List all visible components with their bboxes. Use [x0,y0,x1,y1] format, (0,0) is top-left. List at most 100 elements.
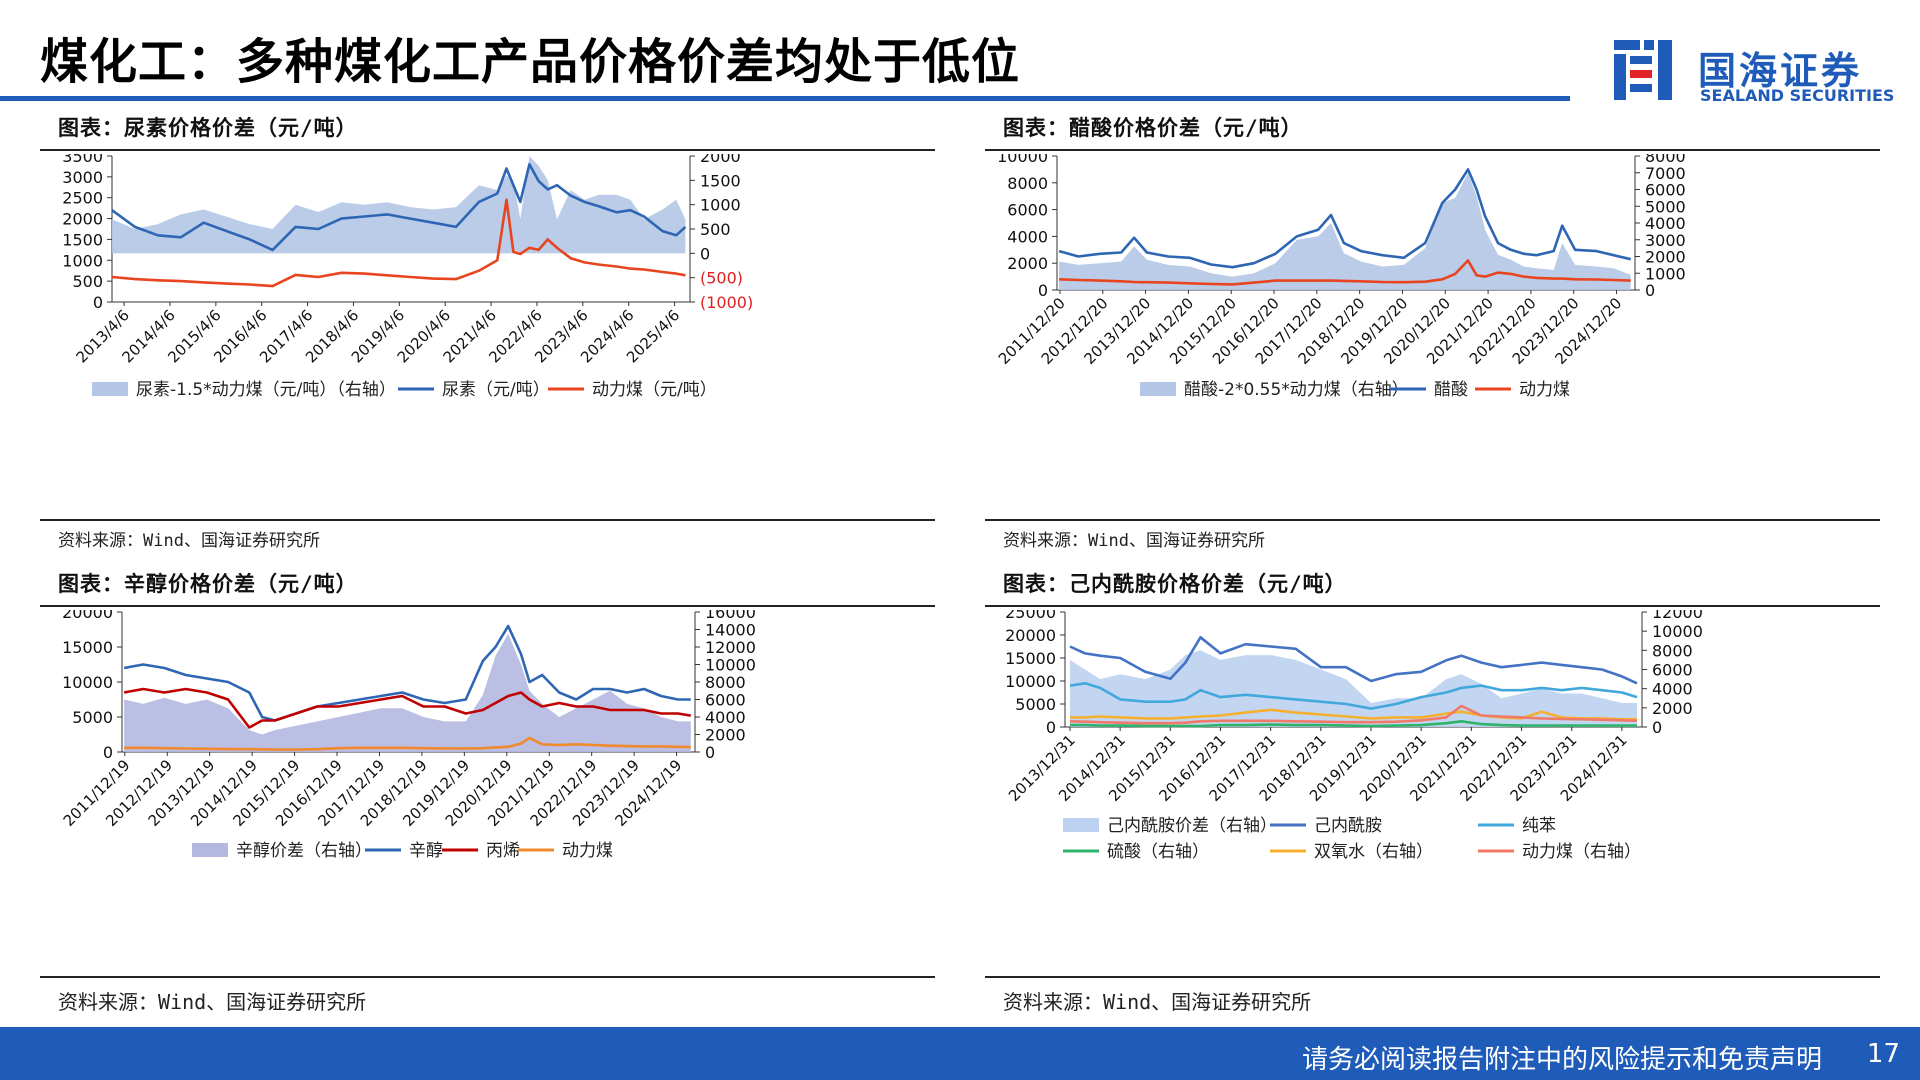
right-axis-tick-label: 5000 [1645,197,1686,216]
series-line [1069,682,1638,710]
company-logo: 国海证券 SEALAND SECURITIES [1612,36,1902,106]
series-line [1070,720,1637,728]
logo-mark-icon [1614,40,1672,100]
urea-price-spread-chart: 3500300025002000150010005000200015001000… [62,154,753,400]
right-axis-tick-label: 12000 [705,638,756,657]
left-axis-tick-label: 3000 [62,168,103,187]
footer-bar: 请务必阅读报告附注中的风险提示和免责声明 17 [0,1027,1920,1080]
panel-acetic-acid: 图表：醋酸价格价差（元/吨） 10000 8000 6000 4000 2000 0 800… [985,112,1880,551]
panel-title: 图表：尿素价格价差（元/吨） [58,116,358,140]
legend-swatch [192,843,228,857]
right-axis-tick-label: (500) [700,269,743,288]
legend-label: 己内酰胺 [1314,816,1382,836]
left-axis-tick-label: 2500 [62,189,103,208]
left-axis-tick-label: 10000 [1005,672,1056,691]
left-axis-tick-label: 2000 [1007,254,1048,273]
left-axis-tick-label: 10000 [62,673,113,692]
panel-top-rule [985,149,1880,151]
legend-swatch [1140,382,1176,396]
legend-label: 动力煤 [1519,380,1570,400]
right-axis-tick-label: 0 [1645,281,1655,300]
legend-label: 辛醇 [409,841,443,861]
panel-title: 图表：醋酸价格价差（元/吨） [1003,116,1303,140]
panel-top-rule [40,149,935,151]
legend-swatch [1063,818,1099,832]
right-axis-tick-label: 2000 [1652,699,1693,718]
left-axis-tick-label: 15000 [1005,649,1056,668]
legend-label: 丙烯 [486,841,520,861]
data-source-note: 资料来源：Wind、国海证券研究所 [58,531,320,551]
right-axis-tick-label: 7000 [1645,164,1686,183]
legend-label: 双氧水（右轴） [1314,842,1433,862]
title-rule [0,96,1570,101]
acetic-acid-price-spread-chart: 1000080006000400020000800070006000500040… [995,154,1686,400]
right-axis-tick-label: 1000 [700,196,741,215]
panel-bottom-rule [985,976,1880,978]
left-axis-tick-label: 3500 [62,154,103,166]
series-line [1059,259,1631,286]
right-axis-tick-label: 8000 [705,673,746,692]
series-area [112,156,686,254]
legend-label: 醋酸 [1434,380,1468,400]
left-axis-tick-label: 20000 [1005,626,1056,645]
panel-title: 图表：己内酰胺价格价差（元/吨） [1003,572,1347,596]
left-axis-tick-label: 0 [103,743,113,762]
right-axis-tick-label: 8000 [1652,641,1693,660]
series-line [123,687,692,729]
right-axis-tick-label: 16000 [705,610,756,622]
left-axis-tick-label: 0 [1046,718,1056,737]
legend-label: 动力煤 [562,841,613,861]
right-axis-tick-label: 10000 [1652,622,1703,641]
right-axis-tick-label: 6000 [705,691,746,710]
page-number: 17 [1866,1039,1900,1069]
panel-urea: 图表：尿素价格价差（元/吨） 3500 3000 2500 2000 1500 1000 5… [40,112,935,551]
page-title: 煤化工：多种煤化工产品价格价差均处于低位 [40,34,1021,90]
right-axis-tick-label: 500 [700,220,731,239]
logo-chinese-name: 国海证券 [1698,49,1863,93]
right-axis-tick-label: 2000 [705,726,746,745]
right-axis-tick-label: 4000 [705,708,746,727]
right-axis-tick-label: 14000 [705,621,756,640]
legend-label: 醋酸-2*0.55*动力煤（右轴） [1184,380,1409,400]
right-axis-tick-label: 12000 [1652,610,1703,622]
octanol-price-spread-chart: 2000015000100005000016000140001200010000… [60,610,756,861]
series-area [1059,172,1631,290]
right-axis-tick-label: 1000 [1645,264,1686,283]
left-axis-tick-label: 25000 [1005,610,1056,622]
legend-label: 动力煤（元/吨） [592,380,717,400]
left-axis-tick-label: 0 [93,293,103,312]
legend-label: 辛醇价差（右轴） [236,841,372,861]
series-line [1058,168,1631,269]
series-line [111,198,686,288]
left-axis-tick-label: 4000 [1007,227,1048,246]
left-axis-tick-label: 1500 [62,230,103,249]
data-source-note: 资料来源：Wind、国海证券研究所 [1003,990,1312,1014]
right-axis-tick-label: 0 [1652,718,1662,737]
left-axis-tick-label: 2000 [62,210,103,229]
panel-title: 图表：辛醇价格价差（元/吨） [58,572,358,596]
series-area [1070,650,1637,727]
right-axis-tick-label: 8000 [1645,154,1686,166]
right-axis-tick-label: 6000 [1645,181,1686,200]
right-axis-tick-label: 4000 [1645,214,1686,233]
right-axis-tick-label: 4000 [1652,680,1693,699]
right-axis-tick-label: 10000 [705,656,756,675]
panel-octanol: 图表：辛醇价格价差（元/吨） 20000 15000 10000 5000 0 16000… [40,568,935,1018]
right-axis-tick-label: 2000 [1645,248,1686,267]
panel-bottom-rule [40,976,935,978]
series-line [111,163,687,252]
right-axis-tick-label: 3000 [1645,231,1686,250]
panel-bottom-rule [40,519,935,521]
right-axis-tick-label: 0 [700,244,710,263]
panel-bottom-rule [985,519,1880,521]
panel-caprolactam: 图表：己内酰胺价格价差（元/吨） 25000 20000 15000 10000 500… [985,568,1880,1018]
left-axis-tick-label: 6000 [1007,201,1048,220]
left-axis-tick-label: 500 [72,272,103,291]
panel-top-rule [985,605,1880,607]
legend-label: 纯苯 [1522,816,1556,836]
right-axis-tick-label: 2000 [700,154,741,166]
data-source-note: 资料来源：Wind、国海证券研究所 [58,990,367,1014]
right-axis-tick-label: 1500 [700,171,741,190]
legend-label: 硫酸（右轴） [1107,842,1209,862]
series-line [1069,635,1638,685]
